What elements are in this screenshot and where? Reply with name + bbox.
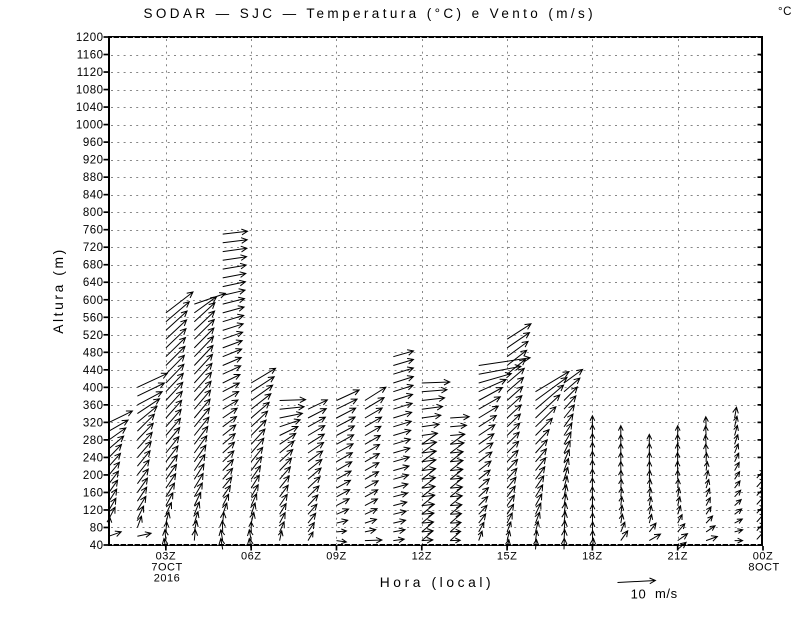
svg-text:160: 160 — [83, 487, 104, 499]
svg-text:440: 440 — [83, 365, 104, 377]
svg-text:09Z: 09Z — [326, 551, 346, 563]
svg-text:960: 960 — [83, 137, 104, 149]
svg-text:1040: 1040 — [76, 102, 104, 114]
svg-text:640: 640 — [83, 277, 104, 289]
svg-text:m/s: m/s — [655, 586, 678, 601]
svg-text:7OCT: 7OCT — [151, 562, 182, 574]
svg-text:80: 80 — [90, 523, 104, 535]
svg-text:18Z: 18Z — [582, 551, 602, 563]
svg-text:720: 720 — [83, 242, 104, 254]
svg-text:1080: 1080 — [76, 85, 104, 97]
svg-text:°C: °C — [778, 6, 792, 18]
svg-text:06Z: 06Z — [241, 551, 261, 563]
svg-text:760: 760 — [83, 225, 104, 237]
svg-text:Hora (local): Hora (local) — [380, 575, 495, 590]
svg-text:880: 880 — [83, 172, 104, 184]
svg-text:21Z: 21Z — [667, 551, 687, 563]
svg-text:1160: 1160 — [77, 50, 104, 62]
svg-text:10: 10 — [631, 586, 647, 601]
svg-text:1000: 1000 — [76, 120, 104, 132]
svg-text:40: 40 — [90, 540, 104, 552]
svg-text:800: 800 — [83, 207, 104, 219]
svg-text:2016: 2016 — [154, 573, 180, 585]
svg-text:1200: 1200 — [76, 32, 104, 44]
svg-text:Altura (m): Altura (m) — [51, 247, 66, 334]
svg-text:240: 240 — [83, 452, 104, 464]
svg-text:320: 320 — [83, 417, 104, 429]
svg-text:00Z: 00Z — [753, 551, 773, 563]
svg-text:8OCT: 8OCT — [748, 562, 779, 574]
svg-text:03Z: 03Z — [156, 551, 176, 563]
svg-text:12Z: 12Z — [412, 551, 432, 563]
svg-text:560: 560 — [83, 312, 104, 324]
svg-text:280: 280 — [83, 435, 104, 447]
svg-text:SODAR — SJC — Temperatura (°C): SODAR — SJC — Temperatura (°C) e Vento (… — [144, 6, 597, 21]
svg-text:360: 360 — [83, 400, 104, 412]
svg-text:520: 520 — [83, 330, 104, 342]
svg-text:400: 400 — [83, 382, 104, 394]
svg-text:480: 480 — [83, 347, 104, 359]
svg-text:120: 120 — [83, 505, 104, 517]
svg-text:680: 680 — [83, 260, 104, 272]
svg-text:840: 840 — [83, 190, 104, 202]
svg-text:1120: 1120 — [77, 67, 104, 79]
svg-text:920: 920 — [83, 155, 104, 167]
svg-text:15Z: 15Z — [497, 551, 517, 563]
svg-text:200: 200 — [83, 470, 104, 482]
svg-text:600: 600 — [83, 295, 104, 307]
